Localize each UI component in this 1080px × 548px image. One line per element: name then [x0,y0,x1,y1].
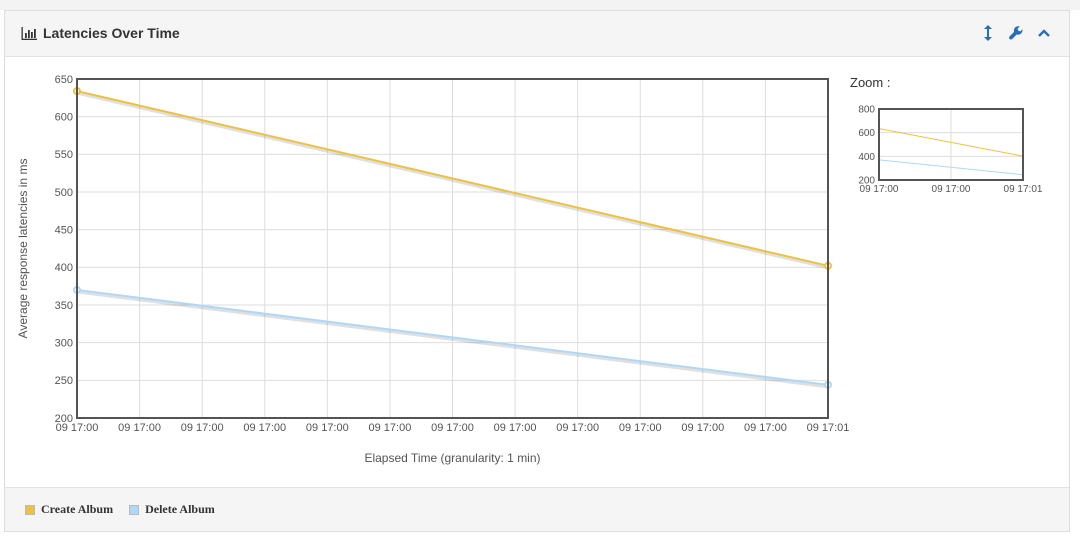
y-tick-label: 550 [55,149,73,161]
main-chart-y-ticks: 200 250 300 350 400 450 500 550 600 650 [55,74,73,425]
panel-tools [981,25,1051,41]
x-tick-label: 09 17:00 [556,422,599,434]
chart-legend: Create Album Delete Album [25,502,215,517]
x-tick-label: 09 17:00 [619,422,662,434]
panel-title-text: Latencies Over Time [43,25,180,41]
chart-area: 200 250 300 350 400 450 500 550 600 650 09 17:00 0… [5,57,1069,487]
series-line-create-album [76,90,829,267]
series-line-delete-album [878,159,1024,176]
series-line-create-album [878,128,1024,157]
x-tick-label: 09 17:00 [681,422,724,434]
main-chart-y-axis-label: Average response latencies in ms [16,159,30,339]
y-tick-label: 250 [55,375,73,387]
x-tick-label: 09 17:00 [369,422,412,434]
top-strip [0,0,1080,10]
y-tick-label: 600 [55,112,73,124]
y-tick-label: 200 [858,176,875,187]
panel-title: Latencies Over Time [21,25,180,41]
x-tick-label: 09 17:00 [306,422,349,434]
main-chart-x-axis-label: Elapsed Time (granularity: 1 min) [364,451,540,465]
zoom-chart-frame [878,108,1024,181]
x-tick-label: 09 17:00 [243,422,286,434]
y-tick-label: 600 [858,128,875,139]
legend-swatch [25,504,35,515]
y-tick-label: 350 [55,300,73,312]
y-tick-label: 400 [858,152,875,163]
x-tick-label: 09 17:01 [807,422,850,434]
main-chart-x-ticks: 09 17:00 09 17:00 09 17:00 09 17:00 09 17:00… [56,422,850,434]
panel-header: Latencies Over Time [5,11,1069,57]
y-tick-label: 500 [55,187,73,199]
panel-footer: Create Album Delete Album [5,487,1069,531]
bar-chart-icon [21,26,37,40]
y-tick-label: 800 [858,105,875,116]
chevron-up-icon[interactable] [1037,25,1051,41]
x-tick-label: 09 17:01 [1004,184,1043,195]
zoom-chart-y-ticks: 200 400 600 800 [858,105,875,187]
legend-item-create-album[interactable]: Create Album [25,502,113,517]
x-tick-label: 09 17:00 [860,184,899,195]
series-line-shadow [76,289,829,389]
legend-swatch [129,504,140,515]
y-tick-label: 400 [55,262,73,274]
resize-vertical-icon[interactable] [981,25,995,41]
zoom-chart-grid [879,109,1023,180]
y-tick-label: 200 [55,413,73,425]
zoom-label: Zoom : [850,75,890,90]
legend-label: Create Album [41,502,114,516]
legend-label: Delete Album [145,502,215,516]
legend-item-delete-album[interactable]: Delete Album [129,502,215,517]
x-tick-label: 09 17:00 [932,184,971,195]
main-chart-grid [77,79,828,418]
x-tick-label: 09 17:00 [118,422,161,434]
series-line-shadow [76,90,829,270]
latencies-panel: Latencies Over Time 200 2 [4,10,1070,532]
x-tick-label: 09 17:00 [744,422,787,434]
y-tick-label: 650 [55,74,73,86]
main-chart-frame [76,78,829,419]
zoom-chart-series [878,128,1024,176]
x-tick-label: 09 17:00 [431,422,474,434]
zoom-chart-x-ticks: 09 17:00 09 17:00 09 17:01 [860,184,1043,195]
wrench-icon[interactable] [1009,25,1023,41]
y-tick-label: 300 [55,338,73,350]
y-tick-label: 450 [55,225,73,237]
x-tick-label: 09 17:00 [494,422,537,434]
x-tick-label: 09 17:00 [56,422,99,434]
x-tick-label: 09 17:00 [181,422,224,434]
series-line-delete-album [76,288,829,386]
